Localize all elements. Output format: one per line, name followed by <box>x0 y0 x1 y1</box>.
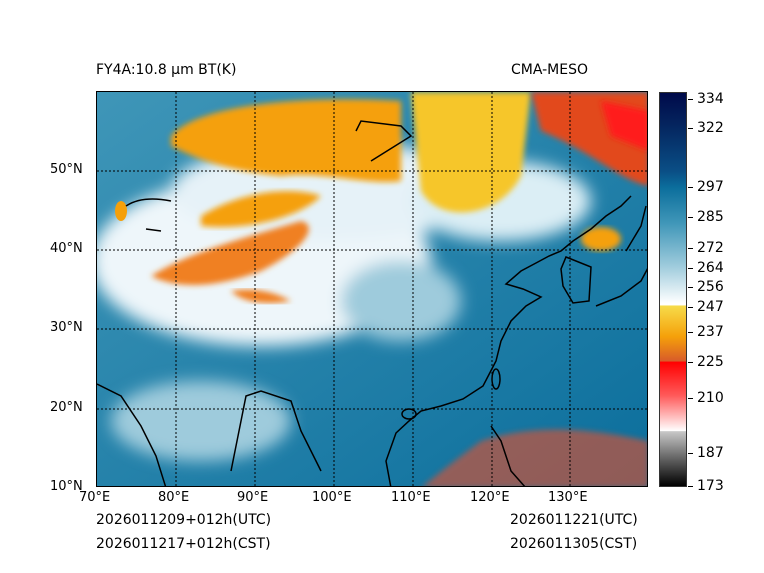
lon-label: 100°E <box>312 490 352 505</box>
colorbar-tick-label: 322 <box>697 120 724 136</box>
colorbar-tick <box>688 287 693 288</box>
lat-label: 40°N <box>50 241 83 256</box>
cloud-tops <box>115 92 647 486</box>
lon-label: 130°E <box>548 490 588 505</box>
colorbar-tick <box>688 332 693 333</box>
colorbar-tick-label: 210 <box>697 390 724 406</box>
satellite-map <box>96 91 648 487</box>
colorbar-tick <box>688 307 693 308</box>
colorbar-tick <box>688 128 693 129</box>
colorbar-tick-label: 285 <box>697 209 724 225</box>
colorbar-tick-label: 256 <box>697 279 724 295</box>
colorbar-tick-label: 187 <box>697 445 724 461</box>
colorbar-tick <box>688 268 693 269</box>
colorbar-tick <box>688 217 693 218</box>
colorbar-tick-label: 225 <box>697 354 724 370</box>
colorbar-tick-label: 264 <box>697 260 724 276</box>
lat-label: 20°N <box>50 400 83 415</box>
lon-label: 110°E <box>391 490 431 505</box>
colorbar-tick-label: 272 <box>697 240 724 256</box>
lon-label: 90°E <box>237 490 269 505</box>
model-title: CMA-MESO <box>511 62 589 78</box>
init-time-utc: 2026011209+012h(UTC) <box>96 512 272 528</box>
lat-label: 50°N <box>50 162 83 177</box>
product-title: FY4A:10.8 µm BT(K) <box>96 62 237 78</box>
lat-label: 10°N <box>50 479 83 494</box>
colorbar-tick <box>688 398 693 399</box>
colorbar-tick-label: 297 <box>697 179 724 195</box>
colorbar-tick-label: 173 <box>697 478 724 494</box>
colorbar-tick <box>688 248 693 249</box>
colorbar-tick-label: 334 <box>697 91 724 107</box>
colorbar-tick <box>688 187 693 188</box>
map-canvas <box>97 92 647 486</box>
init-time-cst: 2026011217+012h(CST) <box>96 536 271 552</box>
graticule <box>97 92 647 486</box>
valid-time-utc: 2026011221(UTC) <box>510 512 638 528</box>
lat-label: 30°N <box>50 320 83 335</box>
valid-time-cst: 2026011305(CST) <box>510 536 638 552</box>
colorbar-tick <box>688 99 693 100</box>
lon-label: 120°E <box>470 490 510 505</box>
lon-label: 70°E <box>79 490 111 505</box>
colorbar-tick <box>688 362 693 363</box>
colorbar <box>659 92 687 487</box>
colorbar-tick <box>688 486 693 487</box>
colorbar-tick-label: 237 <box>697 324 724 340</box>
lon-label: 80°E <box>158 490 190 505</box>
colorbar-tick-label: 247 <box>697 299 724 315</box>
coastlines <box>97 120 647 486</box>
colorbar-tick <box>688 453 693 454</box>
